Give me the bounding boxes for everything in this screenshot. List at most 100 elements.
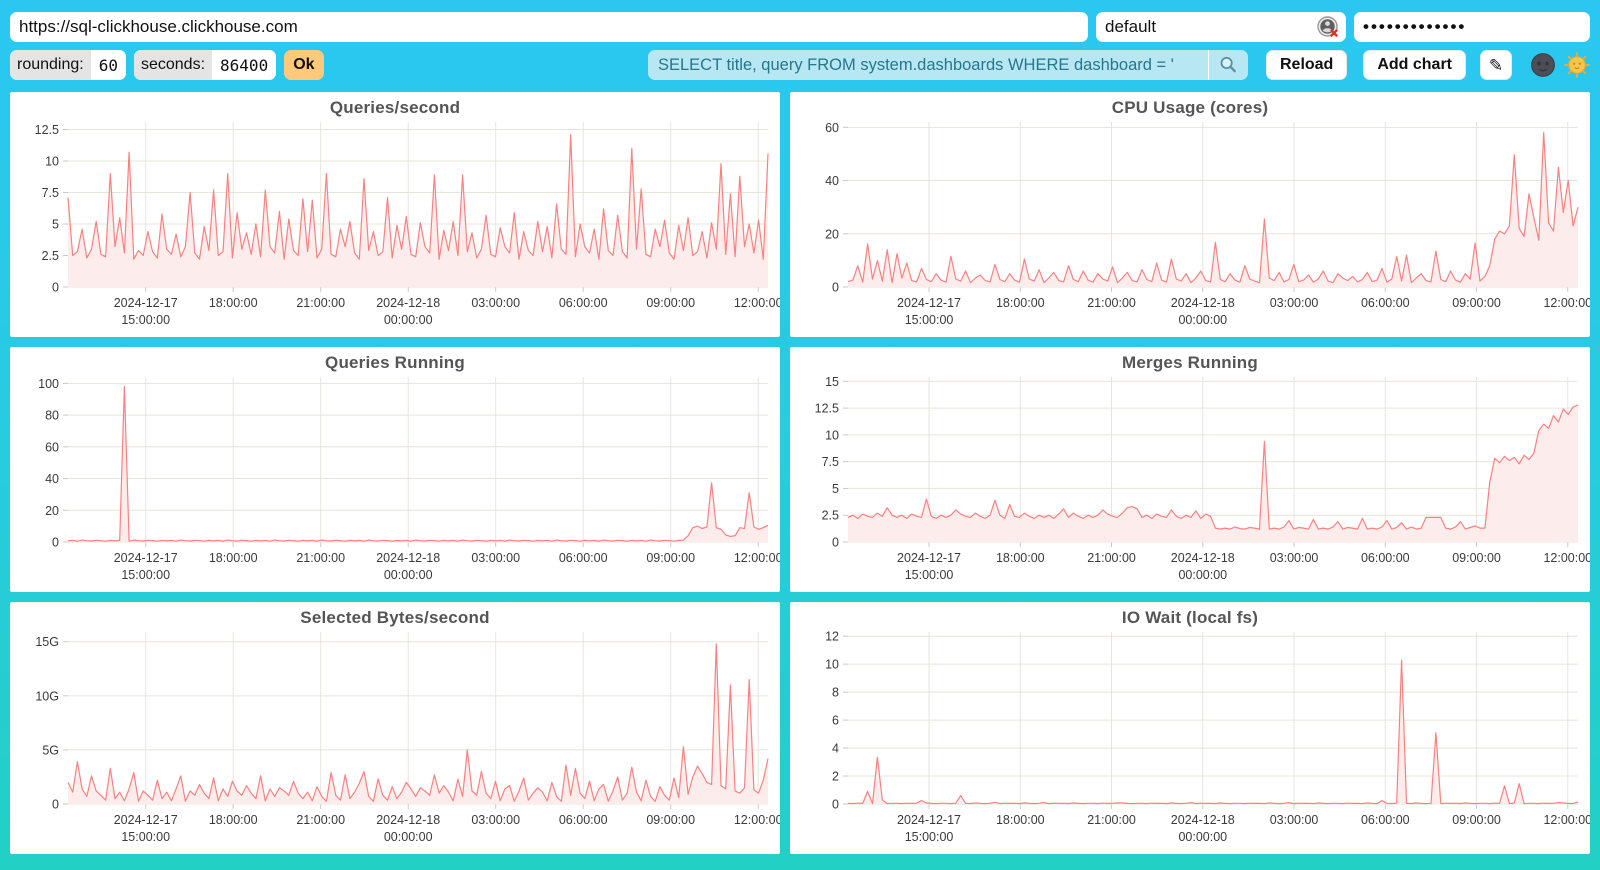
dashboard-query-input[interactable] (647, 50, 1208, 80)
line-chart[interactable]: 2024-12-17 15:00:00 18:00:00 21:00:00 2024-1… (10, 602, 780, 854)
svg-text:12.5: 12.5 (815, 402, 839, 416)
svg-text:06:00:00: 06:00:00 (1361, 296, 1410, 310)
user-field[interactable] (1096, 12, 1346, 42)
line-chart[interactable]: 2024-12-17 15:00:00 18:00:00 21:00:00 2024-1… (10, 347, 780, 592)
svg-text:0: 0 (832, 281, 839, 295)
reload-button[interactable]: Reload (1265, 50, 1348, 80)
svg-text:6: 6 (832, 714, 839, 728)
svg-text:2024-12-18: 2024-12-18 (376, 813, 440, 827)
panel-cpu-usage: CPU Usage (cores) 2024-12-17 15:00:00 18:0… (790, 92, 1590, 337)
svg-text:03:00:00: 03:00:00 (1270, 551, 1319, 565)
svg-text:15:00:00: 15:00:00 (121, 830, 170, 844)
svg-text:09:00:00: 09:00:00 (1452, 296, 1501, 310)
svg-text:7.5: 7.5 (822, 455, 839, 469)
svg-text:03:00:00: 03:00:00 (1270, 296, 1319, 310)
line-chart[interactable]: 2024-12-17 15:00:00 18:00:00 21:00:00 2024-1… (790, 92, 1590, 337)
connection-bar (0, 0, 1600, 42)
panel-io-wait: IO Wait (local fs) 2024-12-17 15:00:00 18:… (790, 602, 1590, 854)
svg-text:21:00:00: 21:00:00 (296, 296, 345, 310)
svg-text:20: 20 (45, 504, 59, 518)
line-chart[interactable]: 2024-12-17 15:00:00 18:00:00 21:00:00 2024-1… (790, 347, 1590, 592)
edit-button[interactable]: ✎ (1480, 50, 1512, 80)
chart-title: Merges Running (1122, 353, 1258, 372)
svg-text:80: 80 (45, 409, 59, 423)
svg-text:100: 100 (38, 377, 59, 391)
svg-text:18:00:00: 18:00:00 (996, 813, 1045, 827)
svg-text:20: 20 (825, 227, 839, 241)
svg-text:15:00:00: 15:00:00 (121, 568, 170, 582)
svg-text:03:00:00: 03:00:00 (471, 813, 520, 827)
dashboard-grid: Queries/second 2024-12-17 15:00:00 18:00:0… (10, 92, 1590, 854)
user-input[interactable] (1096, 17, 1316, 37)
avatar-error-icon (1317, 16, 1338, 37)
server-url-input[interactable] (10, 12, 1088, 42)
svg-text:18:00:00: 18:00:00 (209, 296, 258, 310)
svg-text:2.5: 2.5 (42, 249, 59, 263)
svg-text:40: 40 (825, 174, 839, 188)
svg-text:2024-12-18: 2024-12-18 (1171, 296, 1235, 310)
svg-text:4: 4 (832, 742, 839, 756)
panel-selected-bytes: Selected Bytes/second 2024-12-17 15:00:00… (10, 602, 780, 854)
svg-text:0: 0 (52, 536, 59, 550)
toolbar: rounding: 60 seconds: 86400 Ok Reload Ad… (10, 50, 1590, 80)
svg-text:7.5: 7.5 (42, 186, 59, 200)
svg-text:03:00:00: 03:00:00 (471, 296, 520, 310)
svg-text:10: 10 (825, 658, 839, 672)
search-icon (1221, 56, 1237, 73)
svg-text:0: 0 (832, 798, 839, 812)
svg-text:15G: 15G (35, 635, 59, 649)
svg-text:2024-12-17: 2024-12-17 (897, 296, 961, 310)
chart-title: IO Wait (local fs) (1121, 608, 1259, 627)
query-group: Reload Add chart ✎ (647, 50, 1590, 80)
run-query-button[interactable] (1207, 50, 1248, 80)
svg-text:5G: 5G (42, 743, 59, 757)
svg-text:15:00:00: 15:00:00 (905, 830, 954, 844)
seconds-field[interactable]: seconds: 86400 (133, 50, 277, 80)
seconds-label: seconds: (133, 50, 213, 80)
svg-text:09:00:00: 09:00:00 (646, 296, 695, 310)
svg-text:60: 60 (825, 121, 839, 135)
svg-text:5: 5 (52, 218, 59, 232)
light-theme-icon[interactable] (1564, 52, 1590, 78)
password-input[interactable] (1354, 12, 1590, 42)
line-chart[interactable]: 2024-12-17 15:00:00 18:00:00 21:00:00 2024-1… (790, 602, 1590, 854)
svg-text:10: 10 (825, 428, 839, 442)
svg-text:09:00:00: 09:00:00 (1452, 813, 1501, 827)
svg-text:06:00:00: 06:00:00 (1361, 551, 1410, 565)
svg-text:06:00:00: 06:00:00 (1361, 813, 1410, 827)
svg-text:09:00:00: 09:00:00 (1452, 551, 1501, 565)
svg-text:40: 40 (45, 472, 59, 486)
panel-queries-running: Queries Running 2024-12-17 15:00:00 18:00:… (10, 347, 780, 592)
svg-text:2024-12-17: 2024-12-17 (114, 551, 178, 565)
svg-text:00:00:00: 00:00:00 (1178, 568, 1227, 582)
svg-text:09:00:00: 09:00:00 (646, 551, 695, 565)
svg-text:12.5: 12.5 (35, 123, 59, 137)
rounding-field[interactable]: rounding: 60 (10, 50, 126, 80)
dark-theme-icon[interactable] (1530, 52, 1556, 78)
svg-text:12:00:00: 12:00:00 (734, 296, 780, 310)
svg-text:8: 8 (832, 686, 839, 700)
seconds-value[interactable]: 86400 (212, 50, 277, 80)
svg-text:00:00:00: 00:00:00 (384, 313, 433, 327)
add-chart-button[interactable]: Add chart (1363, 50, 1466, 80)
svg-text:12:00:00: 12:00:00 (1543, 813, 1590, 827)
rounding-value[interactable]: 60 (90, 50, 126, 80)
svg-text:2.5: 2.5 (822, 509, 839, 523)
svg-text:06:00:00: 06:00:00 (559, 296, 608, 310)
svg-text:18:00:00: 18:00:00 (209, 813, 258, 827)
svg-text:15:00:00: 15:00:00 (905, 313, 954, 327)
line-chart[interactable]: 2024-12-17 15:00:00 18:00:00 21:00:00 2024-1… (10, 92, 780, 337)
svg-text:2: 2 (832, 770, 839, 784)
svg-text:12: 12 (825, 630, 839, 644)
svg-text:09:00:00: 09:00:00 (646, 813, 695, 827)
panel-queries-per-second: Queries/second 2024-12-17 15:00:00 18:00:0… (10, 92, 780, 337)
pencil-icon: ✎ (1488, 55, 1504, 75)
ok-button[interactable]: Ok (284, 50, 324, 80)
svg-text:12:00:00: 12:00:00 (734, 551, 780, 565)
svg-text:00:00:00: 00:00:00 (1178, 313, 1227, 327)
svg-text:21:00:00: 21:00:00 (1087, 296, 1136, 310)
svg-text:03:00:00: 03:00:00 (471, 551, 520, 565)
svg-text:60: 60 (45, 440, 59, 454)
chart-title: CPU Usage (cores) (1111, 98, 1269, 117)
panel-merges-running: Merges Running 2024-12-17 15:00:00 18:00:0… (790, 347, 1590, 592)
